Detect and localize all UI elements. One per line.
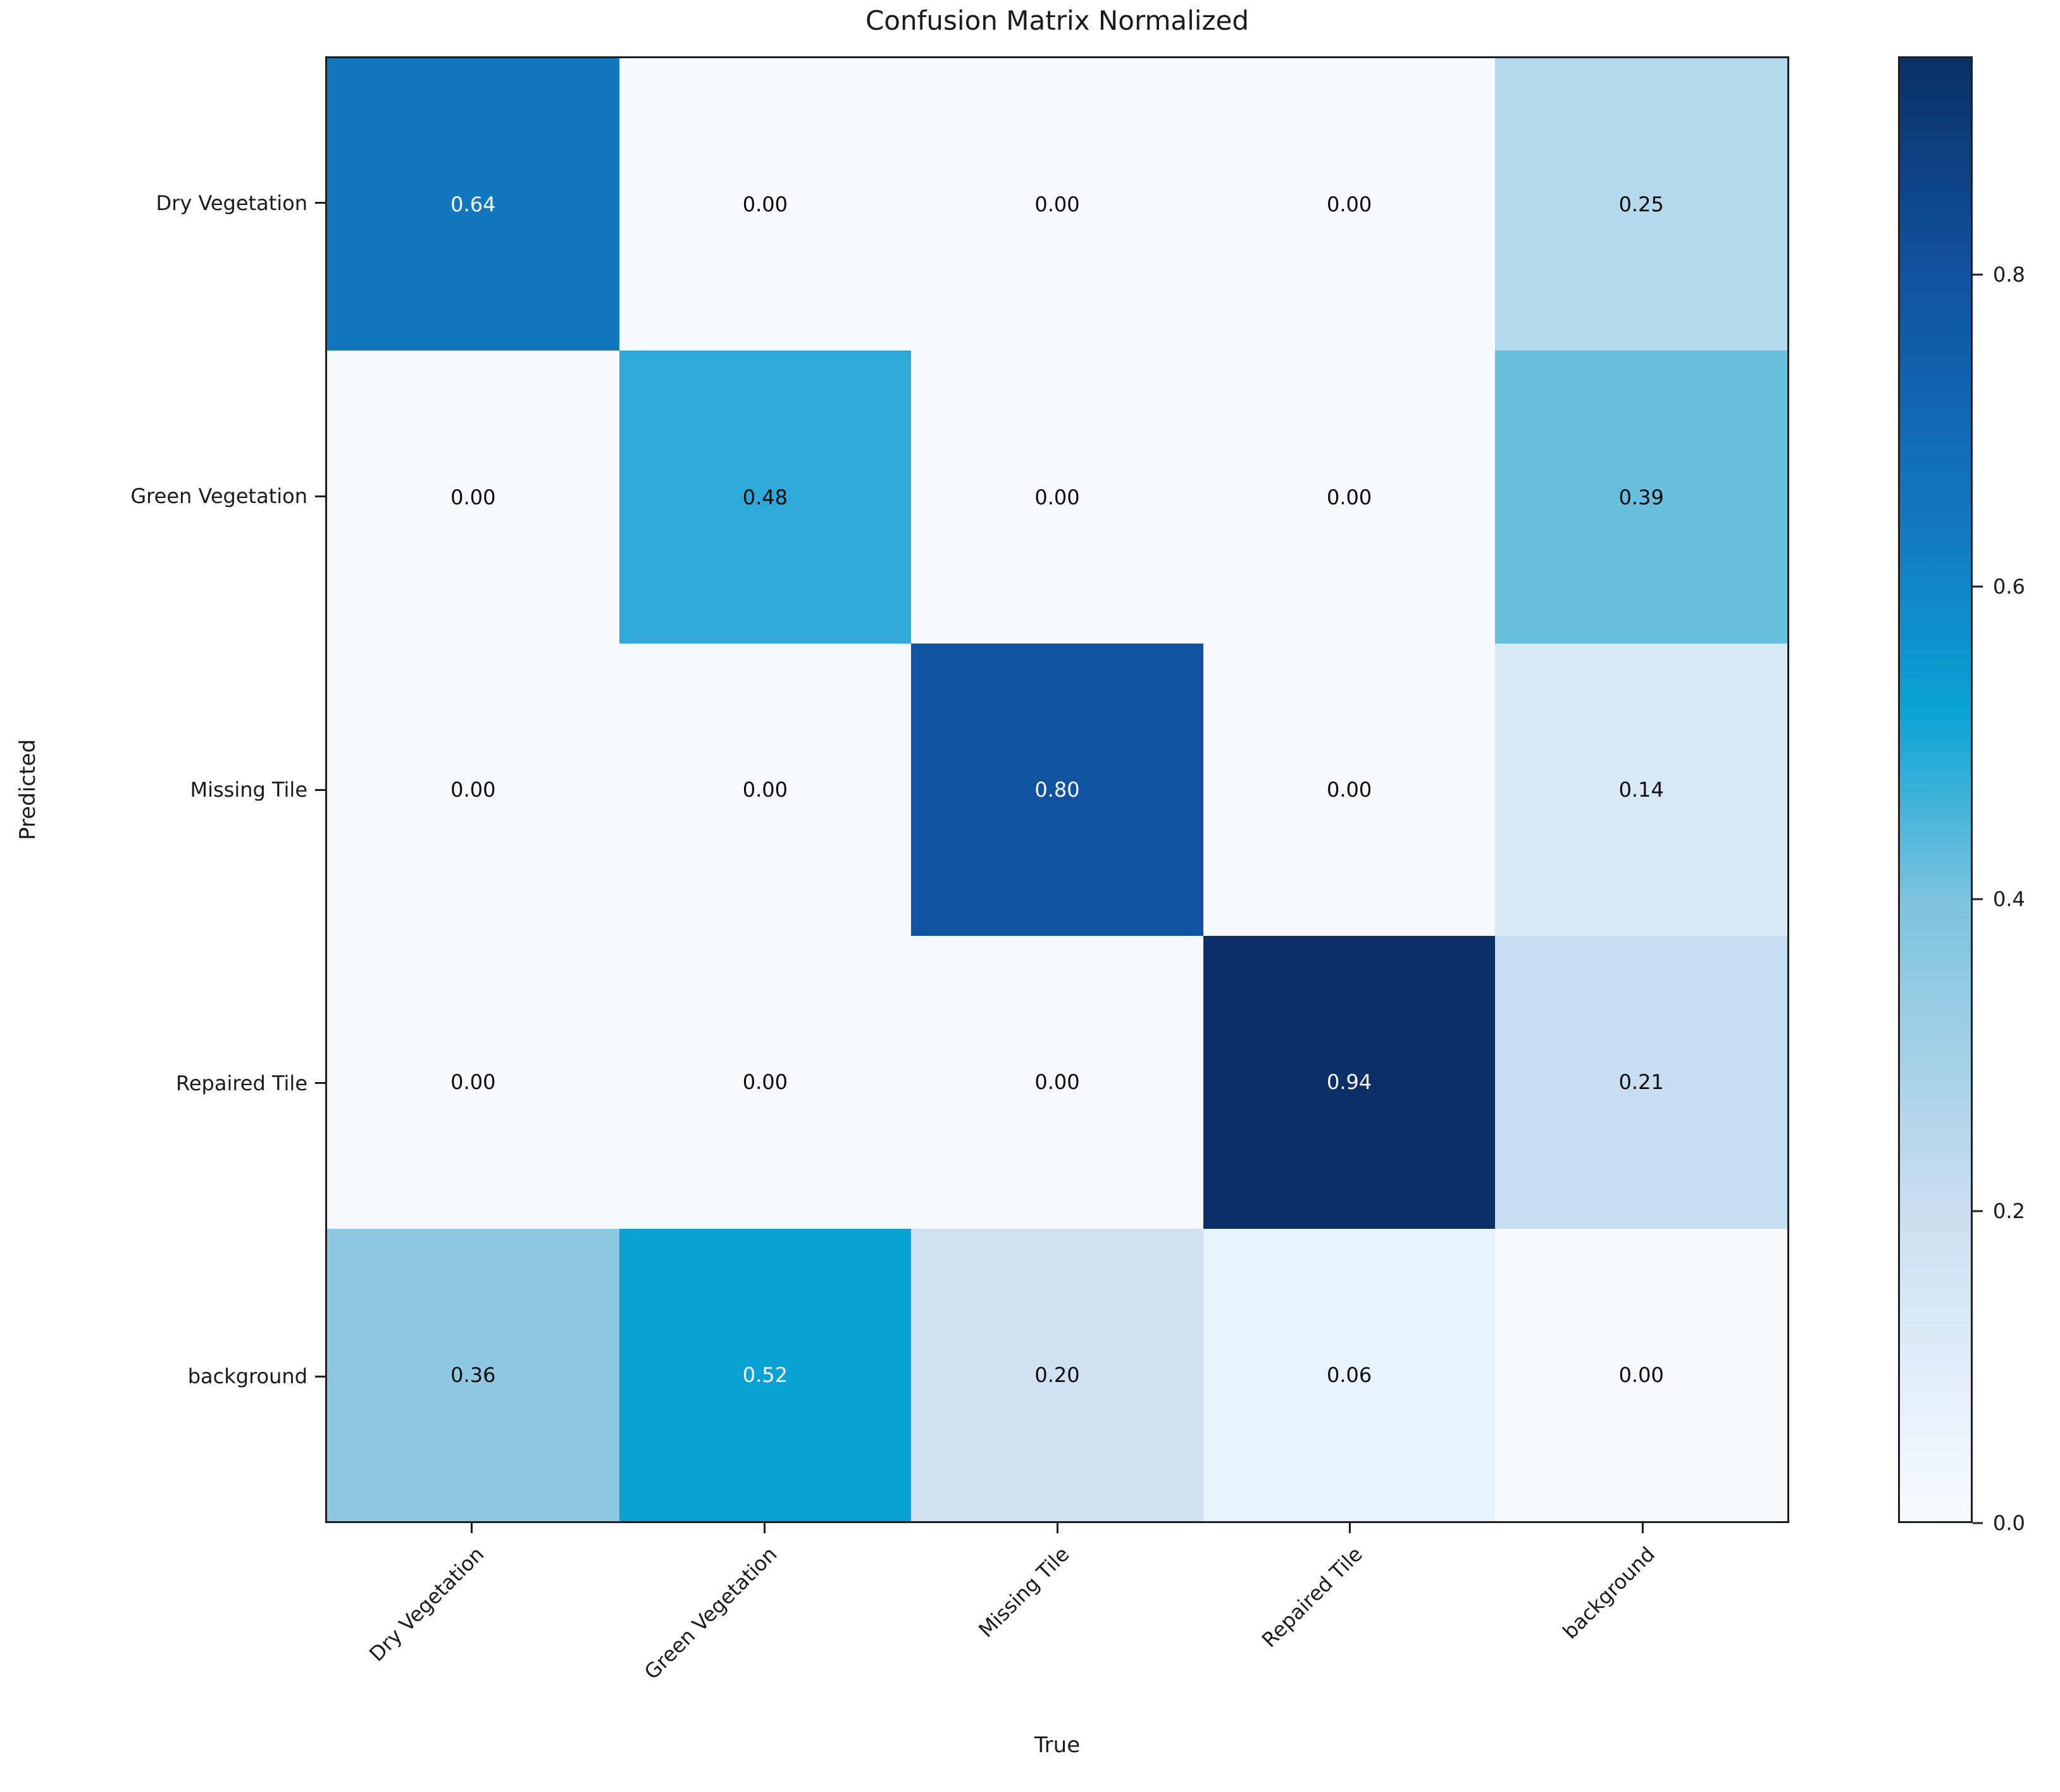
heatmap-cell: 0.00 xyxy=(911,936,1203,1229)
heatmap-cell: 0.36 xyxy=(327,1228,619,1521)
cell-value: 0.00 xyxy=(1034,192,1080,217)
heatmap-cell: 0.00 xyxy=(911,351,1203,644)
cell-value: 0.48 xyxy=(742,485,788,509)
cell-value: 0.00 xyxy=(1618,1362,1664,1387)
x-tick-label: Green Vegetation xyxy=(639,1542,782,1684)
heatmap-cell: 0.00 xyxy=(1203,351,1496,644)
heatmap-cell: 0.00 xyxy=(327,936,619,1229)
colorbar xyxy=(1898,56,1973,1523)
heatmap-cell: 0.64 xyxy=(327,58,619,351)
y-tick-mark xyxy=(315,1082,325,1085)
cell-value: 0.00 xyxy=(450,485,496,509)
colorbar-tick-label: 0.8 xyxy=(1993,263,2025,287)
cell-value: 0.00 xyxy=(742,1070,788,1095)
cell-value: 0.94 xyxy=(1326,1070,1372,1095)
x-tick-mark xyxy=(1056,1523,1058,1533)
heatmap-cell: 0.00 xyxy=(1203,643,1496,936)
y-tick-mark xyxy=(315,788,325,791)
heatmap-plot: 0.64 0.00 0.00 0.00 0.25 0.00 0.48 0.00 0.00 0.39… xyxy=(325,56,1789,1523)
heatmap-cell: 0.21 xyxy=(1495,936,1787,1229)
cell-value: 0.36 xyxy=(450,1362,496,1387)
colorbar-tick-label: 0.0 xyxy=(1993,1511,2025,1535)
y-tick-label: Green Vegetation xyxy=(130,484,307,509)
heatmap-cell: 0.06 xyxy=(1203,1228,1496,1521)
heatmap-cell: 0.25 xyxy=(1495,58,1787,351)
cell-value: 0.25 xyxy=(1618,192,1664,217)
cell-value: 0.00 xyxy=(450,1070,496,1095)
colorbar-tick-label: 0.6 xyxy=(1993,575,2025,599)
y-tick-mark xyxy=(315,1375,325,1378)
heatmap-cell: 0.00 xyxy=(327,643,619,936)
x-axis-label: True xyxy=(1034,1733,1081,1758)
heatmap-cell: 0.00 xyxy=(619,58,912,351)
cell-value: 0.80 xyxy=(1034,777,1080,802)
heatmap-cell: 0.52 xyxy=(619,1228,912,1521)
y-tick-label: background xyxy=(187,1364,307,1389)
cell-value: 0.64 xyxy=(450,192,496,217)
cell-value: 0.00 xyxy=(1326,192,1372,217)
colorbar-tick-mark xyxy=(1973,898,1983,900)
y-tick-mark xyxy=(315,495,325,497)
heatmap-cell: 0.14 xyxy=(1495,643,1787,936)
chart-title: Confusion Matrix Normalized xyxy=(865,5,1250,36)
colorbar-tick-mark xyxy=(1973,585,1983,588)
cell-value: 0.14 xyxy=(1618,777,1664,802)
cell-value: 0.52 xyxy=(742,1362,788,1387)
cell-value: 0.00 xyxy=(1034,485,1080,509)
heatmap-cell: 0.00 xyxy=(1495,1228,1787,1521)
x-tick-mark xyxy=(1349,1523,1351,1533)
heatmap-cell: 0.00 xyxy=(327,351,619,644)
cell-value: 0.00 xyxy=(1326,777,1372,802)
colorbar-tick-mark xyxy=(1973,1210,1983,1212)
heatmap-cell: 0.00 xyxy=(1203,58,1496,351)
cell-value: 0.06 xyxy=(1326,1362,1372,1387)
cell-value: 0.39 xyxy=(1618,485,1664,509)
heatmap-cell: 0.00 xyxy=(619,643,912,936)
x-tick-mark xyxy=(470,1523,473,1533)
colorbar-tick-mark xyxy=(1973,273,1983,276)
y-tick-label: Repaired Tile xyxy=(176,1071,307,1095)
cell-value: 0.20 xyxy=(1034,1362,1080,1387)
heatmap-cell: 0.00 xyxy=(911,58,1203,351)
heatmap-cell: 0.48 xyxy=(619,351,912,644)
heatmap-cell: 0.39 xyxy=(1495,351,1787,644)
cell-value: 0.00 xyxy=(742,777,788,802)
x-tick-label: Repaired Tile xyxy=(1256,1542,1367,1652)
x-tick-label: background xyxy=(1558,1542,1660,1644)
heatmap-cell: 0.94 xyxy=(1203,936,1496,1229)
heatmap-cell: 0.20 xyxy=(911,1228,1203,1521)
y-tick-label: Missing Tile xyxy=(190,778,307,802)
x-tick-mark xyxy=(763,1523,766,1533)
x-tick-label: Dry Vegetation xyxy=(364,1542,489,1667)
cell-value: 0.00 xyxy=(450,777,496,802)
cell-value: 0.00 xyxy=(742,192,788,217)
y-tick-label: Dry Vegetation xyxy=(156,190,307,215)
x-tick-label: Missing Tile xyxy=(974,1542,1074,1643)
heatmap-cell: 0.00 xyxy=(619,936,912,1229)
x-tick-mark xyxy=(1642,1523,1644,1533)
cell-value: 0.00 xyxy=(1034,1070,1080,1095)
colorbar-tick-label: 0.2 xyxy=(1993,1198,2025,1223)
colorbar-tick-label: 0.4 xyxy=(1993,887,2025,911)
cell-value: 0.00 xyxy=(1326,485,1372,509)
colorbar-tick-mark xyxy=(1973,1522,1983,1524)
heatmap-cell: 0.80 xyxy=(911,643,1203,936)
y-tick-mark xyxy=(315,202,325,204)
cell-value: 0.21 xyxy=(1618,1070,1664,1095)
